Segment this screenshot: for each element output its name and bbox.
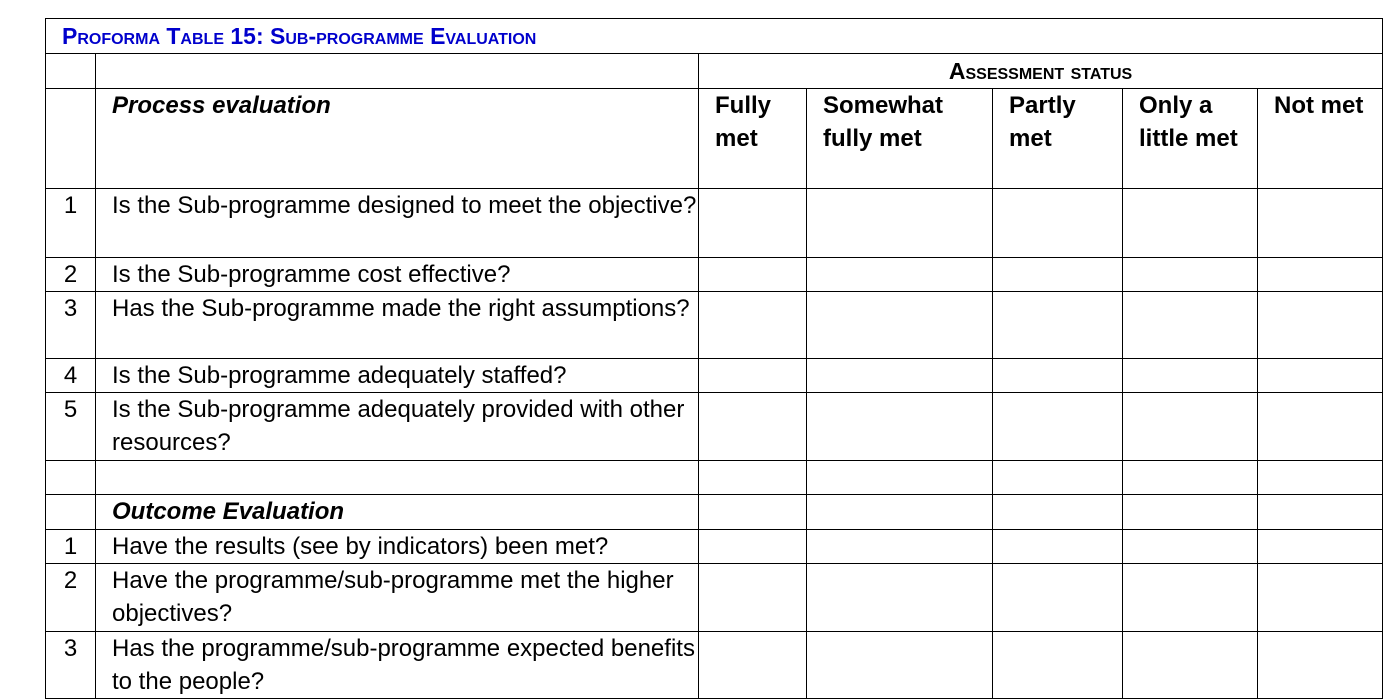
assessment-cell[interactable] bbox=[698, 494, 807, 530]
assessment-cell[interactable] bbox=[1256, 257, 1384, 292]
assessment-cell[interactable] bbox=[1256, 392, 1384, 461]
assessment-cell[interactable] bbox=[1122, 494, 1258, 530]
assessment-cell[interactable] bbox=[992, 291, 1123, 359]
assessment-cell[interactable] bbox=[806, 257, 993, 292]
assessment-cell[interactable] bbox=[992, 494, 1123, 530]
assessment-cell[interactable] bbox=[806, 358, 993, 393]
assessment-cell[interactable] bbox=[806, 563, 993, 632]
table-row: 3 Has the programme/sub-programme expecte… bbox=[45, 631, 1384, 699]
question-text: Has the Sub-programme made the right ass… bbox=[95, 291, 699, 359]
assessment-cell[interactable] bbox=[698, 358, 807, 393]
row-number bbox=[45, 494, 96, 530]
assessment-cell[interactable] bbox=[698, 631, 807, 699]
assessment-cell[interactable] bbox=[1256, 291, 1384, 359]
assessment-cell[interactable] bbox=[806, 291, 993, 359]
assessment-cell[interactable] bbox=[992, 460, 1123, 495]
assessment-cell[interactable] bbox=[1256, 494, 1384, 530]
blank-row bbox=[45, 460, 1384, 495]
assessment-cell[interactable] bbox=[806, 460, 993, 495]
empty-cell bbox=[45, 53, 96, 89]
row-number: 1 bbox=[45, 188, 96, 258]
assessment-cell[interactable] bbox=[1256, 358, 1384, 393]
assessment-cell[interactable] bbox=[1122, 631, 1258, 699]
assessment-cell[interactable] bbox=[1122, 563, 1258, 632]
question-text: Have the results (see by indicators) bee… bbox=[95, 529, 699, 564]
status-column-header: Not met bbox=[1256, 88, 1384, 189]
question-text: Is the Sub-programme designed to meet th… bbox=[95, 188, 699, 258]
table-title: Proforma Table 15: Sub-programme Evaluat… bbox=[44, 18, 1384, 54]
row-number: 1 bbox=[45, 529, 96, 564]
table-row: 4 Is the Sub-programme adequately staffed… bbox=[45, 358, 1384, 393]
table-row: 1 Is the Sub-programme designed to meet t… bbox=[45, 188, 1384, 258]
status-column-header: Fully met bbox=[698, 88, 807, 189]
assessment-cell[interactable] bbox=[1122, 392, 1258, 461]
assessment-cell[interactable] bbox=[992, 392, 1123, 461]
assessment-cell[interactable] bbox=[806, 494, 993, 530]
section-row: Outcome Evaluation bbox=[45, 494, 1384, 530]
table-row: 1 Have the results (see by indicators) be… bbox=[45, 529, 1384, 564]
assessment-cell[interactable] bbox=[698, 392, 807, 461]
table-row: 2 Is the Sub-programme cost effective? bbox=[45, 257, 1384, 292]
outcome-evaluation-heading: Outcome Evaluation bbox=[95, 494, 699, 530]
question-text: Is the Sub-programme adequately staffed? bbox=[95, 358, 699, 393]
assessment-cell[interactable] bbox=[1256, 529, 1384, 564]
assessment-cell[interactable] bbox=[698, 291, 807, 359]
question-text: Is the Sub-programme adequately provided… bbox=[95, 392, 699, 461]
table-row: 5 Is the Sub-programme adequately provide… bbox=[45, 392, 1384, 461]
assessment-cell[interactable] bbox=[806, 631, 993, 699]
assessment-cell[interactable] bbox=[698, 188, 807, 258]
status-column-header: Only a little met bbox=[1122, 88, 1258, 189]
status-column-header: Somewhat fully met bbox=[806, 88, 993, 189]
assessment-cell[interactable] bbox=[992, 358, 1123, 393]
assessment-cell[interactable] bbox=[698, 257, 807, 292]
empty-cell bbox=[95, 53, 699, 89]
row-number: 2 bbox=[45, 257, 96, 292]
row-number: 3 bbox=[45, 291, 96, 359]
empty-cell bbox=[45, 88, 96, 189]
status-column-header: Partly met bbox=[992, 88, 1123, 189]
assessment-cell[interactable] bbox=[1122, 529, 1258, 564]
assessment-cell[interactable] bbox=[1256, 563, 1384, 632]
assessment-cell[interactable] bbox=[1122, 291, 1258, 359]
assessment-cell[interactable] bbox=[1122, 188, 1258, 258]
assessment-cell[interactable] bbox=[992, 188, 1123, 258]
assessment-cell[interactable] bbox=[1256, 460, 1384, 495]
row-number bbox=[45, 460, 96, 495]
row-number: 5 bbox=[45, 392, 96, 461]
assessment-cell[interactable] bbox=[806, 529, 993, 564]
question-text: Is the Sub-programme cost effective? bbox=[95, 257, 699, 292]
assessment-cell[interactable] bbox=[1256, 188, 1384, 258]
evaluation-table: Proforma Table 15: Sub-programme Evaluat… bbox=[44, 18, 1384, 699]
assessment-cell[interactable] bbox=[806, 392, 993, 461]
assessment-status-header: Assessment status bbox=[697, 53, 1384, 89]
assessment-cell[interactable] bbox=[992, 563, 1123, 632]
assessment-cell[interactable] bbox=[698, 460, 807, 495]
assessment-cell[interactable] bbox=[992, 631, 1123, 699]
row-number: 2 bbox=[45, 563, 96, 632]
assessment-cell[interactable] bbox=[1122, 257, 1258, 292]
row-number: 4 bbox=[45, 358, 96, 393]
assessment-cell[interactable] bbox=[1122, 358, 1258, 393]
assessment-cell[interactable] bbox=[1122, 460, 1258, 495]
assessment-cell[interactable] bbox=[1256, 631, 1384, 699]
table-row: 3 Has the Sub-programme made the right as… bbox=[45, 291, 1384, 359]
question-text: Have the programme/sub-programme met the… bbox=[95, 563, 699, 632]
assessment-cell[interactable] bbox=[698, 563, 807, 632]
row-number: 3 bbox=[45, 631, 96, 699]
assessment-cell[interactable] bbox=[698, 529, 807, 564]
question-text bbox=[95, 460, 699, 495]
table-row: 2 Have the programme/sub-programme met th… bbox=[45, 563, 1384, 632]
process-evaluation-heading: Process evaluation bbox=[95, 88, 699, 189]
assessment-cell[interactable] bbox=[806, 188, 993, 258]
question-text: Has the programme/sub-programme expected… bbox=[95, 631, 699, 699]
assessment-cell[interactable] bbox=[992, 529, 1123, 564]
assessment-cell[interactable] bbox=[992, 257, 1123, 292]
